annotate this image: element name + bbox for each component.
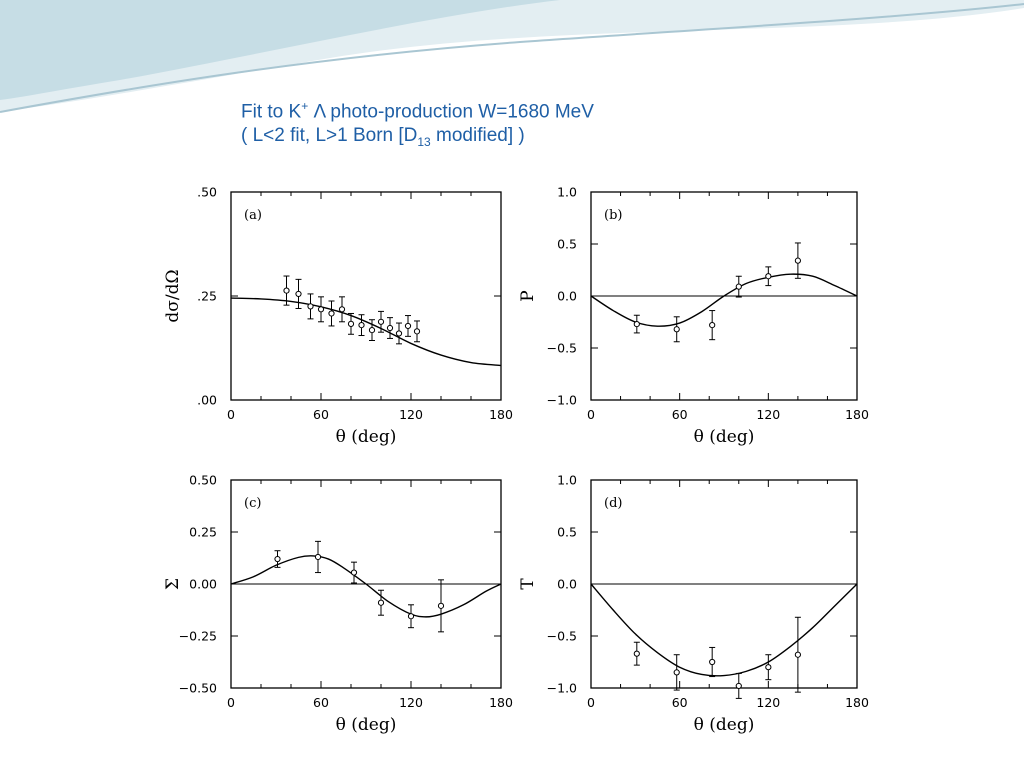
data-point <box>338 306 346 313</box>
y-tick-label: .25 <box>197 289 217 304</box>
data-point <box>709 322 716 329</box>
x-tick-label: 0 <box>227 407 235 422</box>
background-wave-mid <box>0 0 560 100</box>
x-tick-label: 180 <box>845 407 869 422</box>
x-tick-label: 120 <box>756 695 780 710</box>
y-tick-label: 0.50 <box>189 473 217 488</box>
data-point <box>307 303 314 310</box>
x-tick-label: 120 <box>756 407 780 422</box>
y-tick-label: −0.5 <box>547 629 577 644</box>
data-point <box>437 602 445 609</box>
data-point <box>283 287 290 294</box>
x-axis-label: θ (deg) <box>336 715 397 735</box>
data-point <box>368 327 376 334</box>
x-tick-label: 60 <box>313 695 329 710</box>
y-tick-label: −0.50 <box>179 681 217 696</box>
y-tick-label: −0.5 <box>547 341 577 356</box>
x-tick-label: 60 <box>672 695 688 710</box>
y-tick-label: 0.25 <box>189 525 217 540</box>
data-point <box>633 320 640 328</box>
panel-label: (b) <box>604 208 622 223</box>
data-point <box>735 682 742 690</box>
y-tick-label: 0.5 <box>557 237 577 252</box>
data-point <box>673 669 680 676</box>
y-tick-label: −1.0 <box>547 393 577 408</box>
panel-3: 0 60 120 180 −0.50 −0.25 0.00 0.25 0.50 (c) θ (deg… <box>163 473 513 736</box>
y-tick-label: 1.0 <box>557 185 577 200</box>
x-tick-label: 0 <box>587 407 595 422</box>
data-point <box>317 306 325 313</box>
data-point <box>709 658 716 666</box>
data-point <box>407 613 415 620</box>
y-tick-label: 0.0 <box>557 577 577 592</box>
panel-4: 0 60 120 180 −1.0 −0.5 0.0 0.5 1.0 (d) θ (deg) T <box>518 473 869 736</box>
data-point <box>413 328 421 335</box>
data-point <box>735 283 742 290</box>
fit-curve <box>590 583 858 677</box>
x-tick-label: 180 <box>489 407 513 422</box>
y-axis-label: dσ/dΩ <box>163 269 183 322</box>
panel-label: (a) <box>244 208 262 223</box>
plot-frame <box>230 191 502 401</box>
panel-label: (c) <box>244 496 261 511</box>
y-tick-label: 0.00 <box>189 577 217 592</box>
background-wave-line <box>0 3 1024 113</box>
fit-curve <box>590 273 858 327</box>
panel-1: 0 60 120 180 .00 .25 .50 (a) θ (deg) dσ/dΩ <box>163 185 513 448</box>
y-axis-label: T <box>518 578 538 590</box>
data-point <box>358 322 365 329</box>
x-axis-label: θ (deg) <box>336 427 397 447</box>
y-axis-label: P <box>518 290 538 301</box>
x-tick-label: 180 <box>845 695 869 710</box>
data-point <box>794 651 801 658</box>
x-tick-label: 0 <box>227 695 235 710</box>
y-tick-label: 1.0 <box>557 473 577 488</box>
data-point <box>386 324 394 332</box>
fit-curve <box>230 297 502 367</box>
data-point <box>765 273 772 280</box>
x-tick-label: 180 <box>489 695 513 710</box>
y-tick-label: −1.0 <box>547 681 577 696</box>
data-point <box>633 650 640 657</box>
y-tick-label: −0.25 <box>179 629 217 644</box>
y-tick-label: 0.0 <box>557 289 577 304</box>
x-tick-label: 0 <box>587 695 595 710</box>
x-tick-label: 120 <box>399 695 423 710</box>
panel-label: (d) <box>604 496 622 511</box>
slide-title-line-2: ( L<2 fit, L>1 Born [D13 modified] ) <box>241 125 525 149</box>
data-point <box>274 555 281 563</box>
x-tick-label: 60 <box>672 407 688 422</box>
data-point <box>765 664 772 671</box>
panel-2: 0 60 120 180 −1.0 −0.5 0.0 0.5 1.0 (b) θ (deg) P <box>518 185 869 448</box>
data-point <box>350 569 358 576</box>
x-axis-label: θ (deg) <box>694 427 755 447</box>
data-point <box>377 599 385 606</box>
fit-curve <box>230 555 502 618</box>
data-point <box>347 320 355 327</box>
x-tick-label: 120 <box>399 407 423 422</box>
data-point <box>794 257 801 264</box>
data-point <box>377 318 385 325</box>
data-point <box>314 553 322 561</box>
y-tick-label: 0.5 <box>557 525 577 540</box>
data-point <box>295 290 302 298</box>
y-tick-label: .00 <box>197 393 217 408</box>
data-point <box>673 326 680 333</box>
data-point <box>328 310 335 317</box>
data-point <box>404 322 412 330</box>
y-tick-label: .50 <box>197 185 217 200</box>
slide-title-line-1: Fit to K+ Λ photo-production W=1680 MeV <box>241 99 594 123</box>
x-tick-label: 60 <box>313 407 329 422</box>
x-axis-label: θ (deg) <box>694 715 755 735</box>
y-axis-label: Σ <box>163 578 183 590</box>
data-point <box>395 330 403 337</box>
